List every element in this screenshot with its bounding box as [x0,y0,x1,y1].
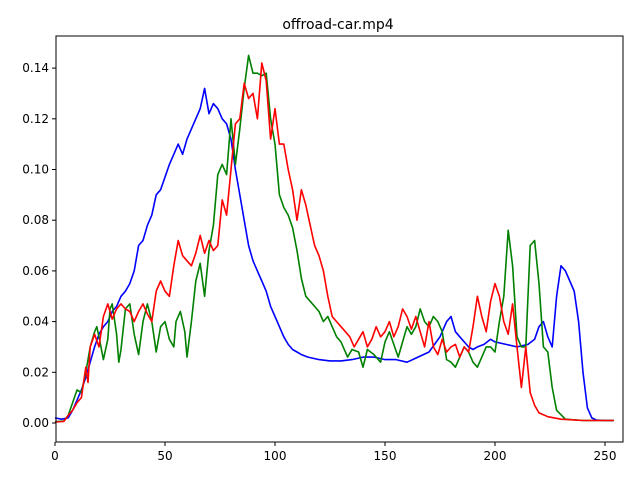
y-tick-label: 0.04 [22,315,49,329]
plot-frame [55,35,624,443]
x-tick-label: 50 [157,449,172,463]
series-line-1 [54,54,614,423]
x-tick-label: 0 [51,449,59,463]
series-line-2 [54,62,614,423]
series-lines [54,54,614,423]
chart-title: offroad-car.mp4 [282,17,393,33]
x-tick-label: 100 [264,449,287,463]
y-tick-label: 0.10 [22,163,49,177]
y-tick-label: 0.12 [22,112,49,126]
x-tick-label: 200 [484,449,507,463]
y-tick-label: 0.00 [22,416,49,430]
x-axis: 0 50 100 150 200 250 [51,442,616,463]
y-tick-label: 0.08 [22,213,49,227]
series-line-0 [54,87,614,422]
y-tick-label: 0.02 [22,365,49,379]
x-tick-label: 250 [594,449,617,463]
y-tick-label: 0.14 [22,61,49,75]
x-tick-label: 150 [374,449,397,463]
y-axis: 0.00 0.02 0.04 0.06 0.08 0.10 0.12 0.14 [22,61,56,430]
y-tick-label: 0.06 [22,264,49,278]
